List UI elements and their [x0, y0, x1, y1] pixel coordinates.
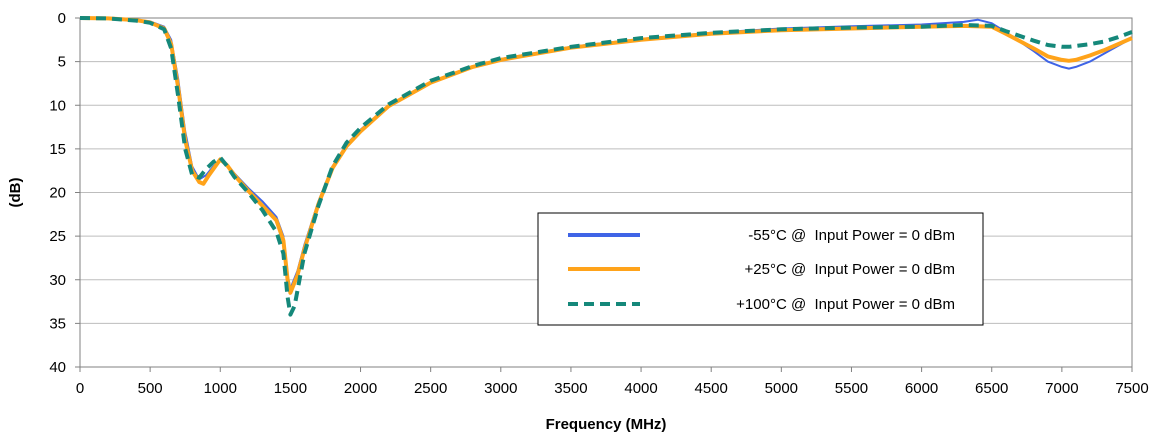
legend: -55°C @ Input Power = 0 dBm +25°C @ Input… [537, 212, 984, 326]
legend-label-3: +100°C @ Input Power = 0 dBm [736, 296, 955, 313]
x-tick-label: 5500 [835, 380, 868, 397]
y-tick-label: 30 [49, 272, 66, 289]
legend-label-1: -55°C @ Input Power = 0 dBm [748, 227, 955, 244]
y-tick-label: 25 [49, 228, 66, 245]
y-tick-label: 0 [58, 10, 66, 27]
x-tick-label: 2000 [344, 380, 377, 397]
x-tick-label: 7500 [1115, 380, 1148, 397]
x-tick-label: 6500 [975, 380, 1008, 397]
x-tick-label: 7000 [1045, 380, 1078, 397]
legend-label-2: +25°C @ Input Power = 0 dBm [745, 261, 956, 278]
x-axis-ticks: 0 500 1000 1500 2000 2500 3000 3500 4000 4500 5000… [76, 367, 1149, 397]
x-tick-label: 2500 [414, 380, 447, 397]
y-tick-label: 10 [49, 97, 66, 114]
x-tick-label: 1500 [274, 380, 307, 397]
y-tick-label: 20 [49, 185, 66, 202]
x-tick-label: 4000 [624, 380, 657, 397]
series-line-3 [79, 16, 1133, 317]
x-tick-label: 3500 [554, 380, 587, 397]
x-tick-label: 500 [138, 380, 163, 397]
series-layer [79, 16, 1133, 317]
x-axis-title: Frequency (MHz) [546, 416, 667, 433]
x-tick-label: 5000 [765, 380, 798, 397]
x-tick-label: 3000 [484, 380, 517, 397]
x-tick-label: 0 [76, 380, 84, 397]
y-tick-label: 35 [49, 315, 66, 332]
x-tick-label: 1000 [204, 380, 237, 397]
y-axis-ticks: 0 5 10 15 20 25 30 35 40 [49, 10, 80, 376]
x-tick-label: 4500 [695, 380, 728, 397]
x-tick-label: 6000 [905, 380, 938, 397]
y-tick-label: 40 [49, 359, 66, 376]
y-axis-title: (dB) [7, 178, 24, 208]
y-tick-label: 15 [49, 141, 66, 158]
y-tick-label: 5 [58, 54, 66, 71]
